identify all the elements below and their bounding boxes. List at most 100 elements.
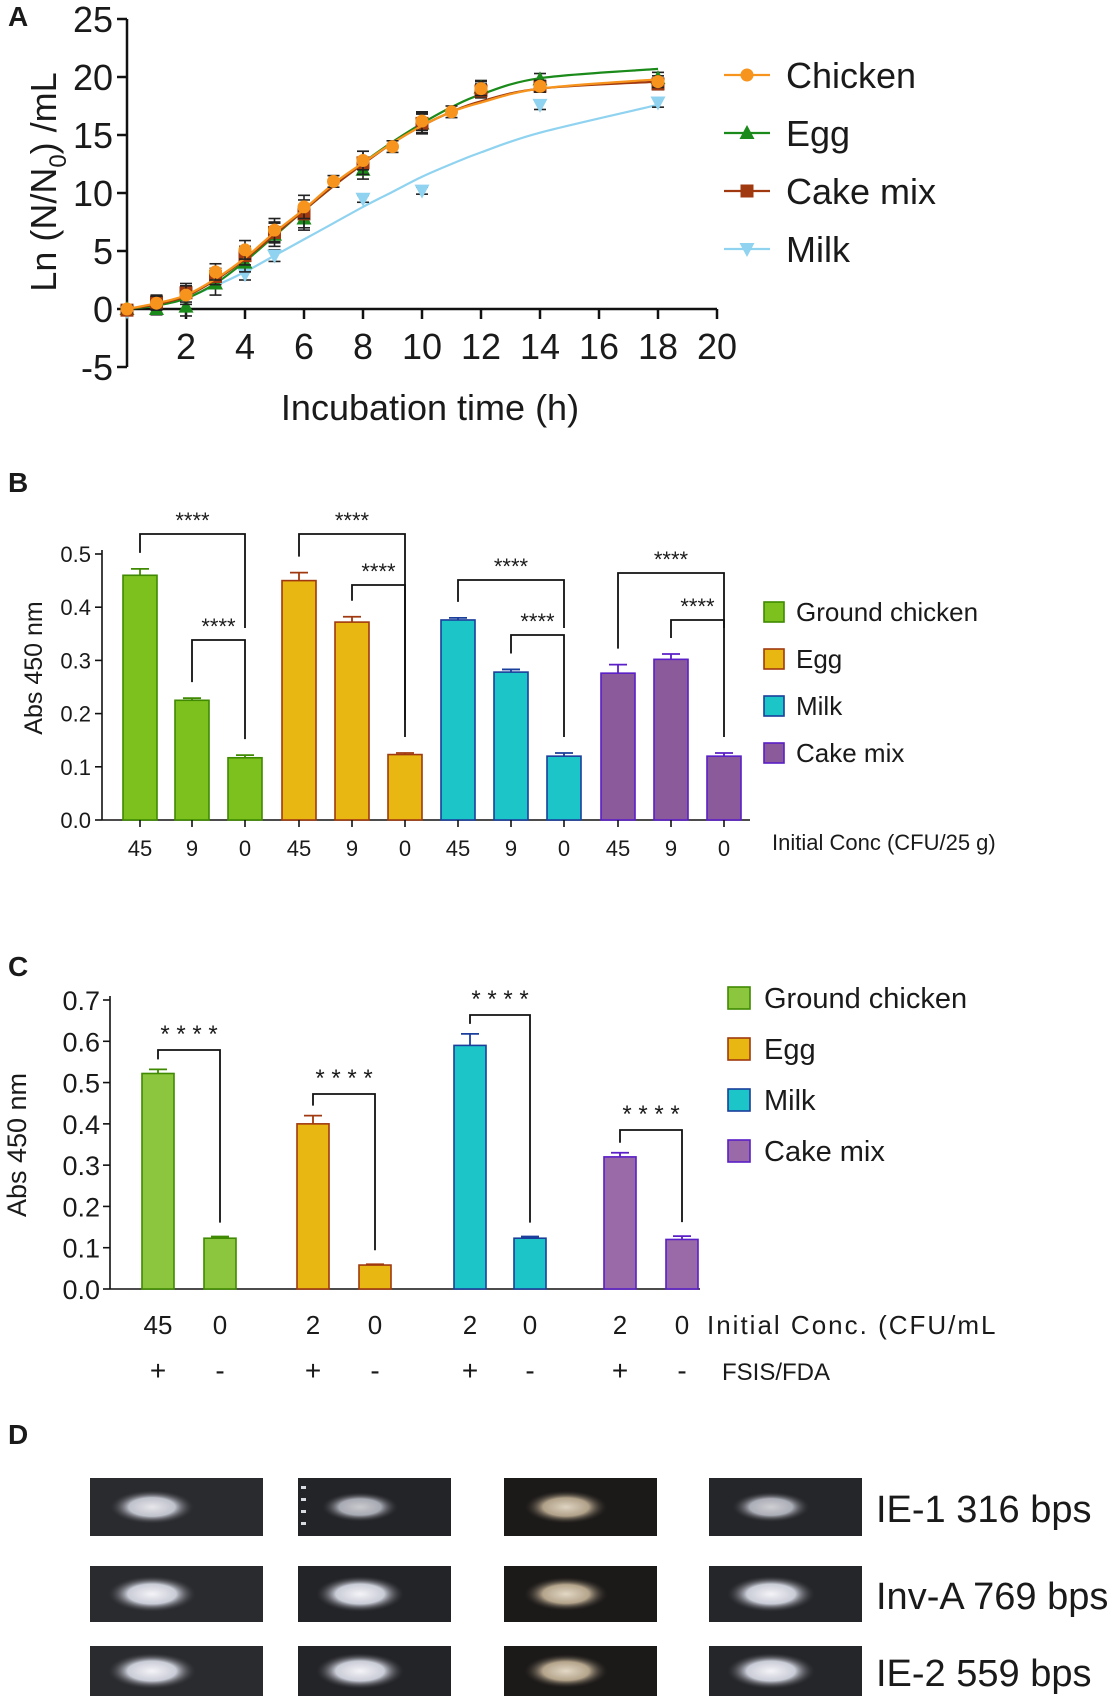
d-dna-band bbox=[316, 1576, 404, 1612]
b-x-tick-label: 0 bbox=[239, 836, 251, 861]
c-legend-swatch-cake-mix bbox=[727, 1139, 751, 1163]
c-y-tick-label: 0.6 bbox=[62, 1027, 100, 1057]
a-x-tick-label: 20 bbox=[697, 326, 737, 367]
c-y-tick-label: 0.4 bbox=[62, 1110, 100, 1140]
b-x-tick-label: 9 bbox=[665, 836, 677, 861]
c-bar-milk bbox=[453, 1044, 487, 1290]
a-point-chicken bbox=[209, 265, 222, 279]
c-x-tick-label: 2 bbox=[613, 1310, 627, 1340]
c-significance-bracket bbox=[312, 1093, 376, 1251]
a-x-tick-label: 18 bbox=[638, 326, 678, 367]
c-significance-label: * * * * bbox=[160, 1021, 217, 1048]
c-y-axis-title: Abs 450 nm bbox=[2, 1073, 32, 1217]
b-x-tick-label: 0 bbox=[399, 836, 411, 861]
panel-b-letter: B bbox=[8, 467, 28, 498]
c-x-tick-label: 0 bbox=[213, 1310, 227, 1340]
a-point-milk bbox=[650, 96, 666, 111]
a-x-tick-label: 6 bbox=[294, 326, 314, 367]
panel-c-bar-chart: 0.0 0.1 0.2 0.3 0.4 0.5 0.6 0.7 Abs 450 nm 45 +0 - 2… bbox=[2, 983, 998, 1386]
b-y-tick-label: 0.1 bbox=[60, 755, 91, 780]
b-y-axis-title: Abs 450 nm bbox=[20, 601, 48, 734]
c-fsis-sign: + bbox=[150, 1355, 166, 1386]
a-point-chicken bbox=[533, 79, 547, 93]
b-y-tick-label: 0.5 bbox=[60, 542, 91, 567]
a-point-chicken bbox=[651, 75, 665, 89]
a-point-egg bbox=[178, 298, 194, 313]
a-x-axis-title: Incubation time (h) bbox=[281, 387, 579, 428]
a-point-chicken bbox=[445, 105, 458, 119]
a-y-tick-label: 10 bbox=[73, 173, 113, 214]
a-y-tick-label: 25 bbox=[73, 0, 113, 40]
b-x-tick-label: 9 bbox=[505, 836, 517, 861]
b-legend-swatch-milk bbox=[763, 695, 785, 717]
c-bar-ground-chicken bbox=[141, 1072, 175, 1290]
b-bar-milk bbox=[493, 671, 529, 821]
c-bar-cake-mix bbox=[665, 1238, 699, 1290]
a-point-chicken bbox=[327, 174, 340, 188]
d-dna-band bbox=[727, 1576, 815, 1612]
b-bar-egg bbox=[334, 621, 370, 821]
b-bar-milk bbox=[440, 619, 476, 821]
b-significance-label: **** bbox=[361, 559, 396, 584]
b-significance-label: **** bbox=[494, 554, 529, 579]
c-fsis-sign: - bbox=[215, 1355, 224, 1386]
a-point-milk bbox=[532, 98, 548, 113]
b-y-tick-label: 0.4 bbox=[60, 595, 91, 620]
a-point-chicken bbox=[150, 296, 163, 310]
b-x-tick-label: 45 bbox=[287, 836, 311, 861]
a-x-tick-label: 16 bbox=[579, 326, 619, 367]
a-y-tick-label: 20 bbox=[73, 57, 113, 98]
a-y-axis-title-subscript: 0 bbox=[45, 154, 72, 167]
c-y-tick-label: 0.2 bbox=[62, 1192, 100, 1222]
c-x-tick-label: 2 bbox=[306, 1310, 320, 1340]
c-x-tick-label: 0 bbox=[675, 1310, 689, 1340]
d-dna-band bbox=[109, 1490, 195, 1524]
b-x-tick-label: 45 bbox=[128, 836, 152, 861]
a-legend-marker-milk bbox=[739, 243, 755, 257]
b-x-tick-label: 0 bbox=[718, 836, 730, 861]
c-x-tick-label: 45 bbox=[144, 1310, 173, 1340]
b-significance-bracket bbox=[510, 634, 565, 737]
c-fsis-sign: + bbox=[305, 1355, 321, 1386]
b-y-tick-label: 0.0 bbox=[60, 808, 91, 833]
a-legend-marker-cake-mix bbox=[740, 184, 754, 198]
a-y-axis-title-main: Ln (N/N bbox=[23, 168, 64, 292]
a-x-tick-label: 8 bbox=[353, 326, 373, 367]
b-legend-label-cake-mix: Cake mix bbox=[796, 738, 904, 768]
b-y-tick-label: 0.3 bbox=[60, 648, 91, 673]
a-point-milk bbox=[355, 192, 371, 207]
c-bar-cake-mix bbox=[603, 1156, 637, 1290]
c-x-axis-title: Initial Conc. (CFU/mL bbox=[707, 1310, 998, 1340]
c-fsis-sign: - bbox=[370, 1355, 379, 1386]
d-ladder-band bbox=[301, 1522, 306, 1525]
a-point-milk bbox=[414, 184, 430, 199]
c-y-tick-label: 0.3 bbox=[62, 1151, 100, 1181]
a-point-chicken bbox=[474, 82, 488, 96]
b-significance-bracket bbox=[191, 639, 246, 740]
d-dna-band bbox=[523, 1577, 609, 1611]
c-fsis-sign: + bbox=[462, 1355, 478, 1386]
panel-a-line-chart: -5 0 5 10 15 20 25 2 4 6 8 10 12 14 16 18 20 Incubation t… bbox=[23, 0, 936, 428]
panel-a-letter: A bbox=[8, 1, 28, 32]
a-fit-curve-cake-mix bbox=[126, 80, 659, 311]
d-ladder-band bbox=[301, 1498, 306, 1501]
c-significance-label: * * * * bbox=[471, 986, 528, 1013]
d-ladder-band bbox=[301, 1486, 306, 1489]
b-significance-label: **** bbox=[654, 547, 689, 572]
b-significance-bracket bbox=[351, 584, 406, 737]
b-significance-bracket bbox=[670, 619, 725, 737]
c-y-tick-label: 0.5 bbox=[62, 1069, 100, 1099]
b-significance-label: **** bbox=[335, 508, 370, 533]
b-legend-swatch-cake-mix bbox=[763, 742, 785, 764]
c-bar-egg bbox=[296, 1123, 330, 1290]
a-legend-label-milk: Milk bbox=[786, 229, 851, 270]
panel-d-letter: D bbox=[8, 1419, 28, 1450]
b-x-axis-title: Initial Conc (CFU/25 g) bbox=[772, 830, 996, 855]
d-band-label: Inv-A 769 bps bbox=[876, 1576, 1108, 1618]
c-x-tick-label: 0 bbox=[523, 1310, 537, 1340]
b-bar-egg bbox=[281, 579, 317, 821]
b-legend-swatch-ground-chicken bbox=[763, 601, 785, 623]
c-bar-milk bbox=[513, 1237, 547, 1290]
a-x-tick-label: 10 bbox=[402, 326, 442, 367]
b-bar-ground-chicken bbox=[122, 574, 158, 821]
